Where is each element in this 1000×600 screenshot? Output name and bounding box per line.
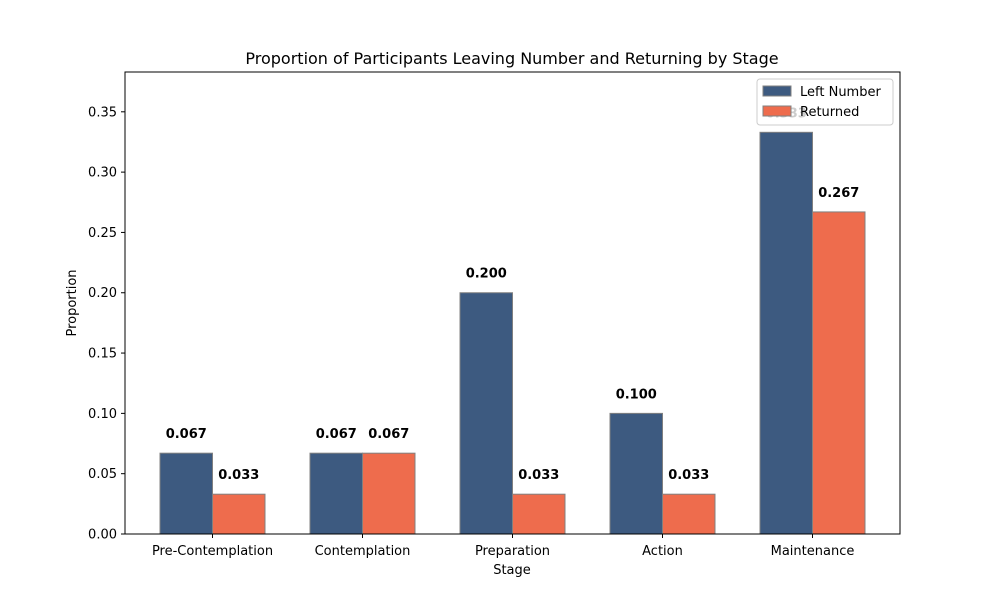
- x-tick-label: Contemplation: [315, 544, 411, 559]
- bar-left-number-3: [609, 412, 663, 535]
- y-tick-label: 0.35: [88, 105, 117, 120]
- bar-left-number-4: [759, 131, 813, 535]
- x-tick-label: Preparation: [475, 544, 550, 559]
- y-tick-label: 0.30: [88, 166, 117, 181]
- bar-left-number-2: [459, 292, 513, 535]
- bar-returned-1: [362, 452, 416, 535]
- x-axis-label: Stage: [493, 563, 531, 578]
- bar-returned-2: [512, 493, 566, 535]
- data-label: 0.200: [466, 267, 507, 282]
- y-tick-label: 0.20: [88, 286, 117, 301]
- bar-left-number-1: [309, 452, 363, 535]
- x-axis: Pre-Contemplation Contemplation Preparatio…: [152, 534, 854, 559]
- data-label: 0.067: [166, 427, 207, 442]
- y-axis: 0.00 0.05 0.10 0.15 0.20 0.25 0.30 0.35: [88, 105, 125, 543]
- data-label: 0.267: [818, 186, 859, 201]
- y-axis-label: Proportion: [65, 269, 80, 336]
- chart-title: Proportion of Participants Leaving Numbe…: [245, 49, 778, 68]
- y-tick-label: 0.15: [88, 347, 117, 362]
- y-tick-label: 0.05: [88, 467, 117, 482]
- legend-label: Returned: [800, 105, 859, 120]
- x-tick-label: Maintenance: [771, 544, 855, 559]
- data-label: 0.067: [368, 427, 409, 442]
- data-label: 0.100: [616, 387, 657, 402]
- legend-swatch: [762, 105, 792, 117]
- y-tick-label: 0.25: [88, 226, 117, 241]
- bar-returned-3: [662, 493, 716, 535]
- y-tick-label: 0.00: [88, 528, 117, 543]
- data-label: 0.033: [218, 468, 259, 483]
- x-tick-label: Pre-Contemplation: [152, 544, 273, 559]
- legend: Left Number Returned: [756, 78, 894, 126]
- legend-label: Left Number: [800, 85, 881, 100]
- y-tick-label: 0.10: [88, 407, 117, 422]
- x-tick-label: Action: [642, 544, 683, 559]
- bar-returned-0: [212, 493, 266, 535]
- data-label: 0.033: [668, 468, 709, 483]
- plot-bars: [159, 131, 866, 535]
- data-label: 0.067: [316, 427, 357, 442]
- data-label: 0.033: [518, 468, 559, 483]
- bar-left-number-0: [159, 452, 213, 535]
- legend-swatch: [762, 85, 792, 97]
- bar-returned-4: [812, 211, 866, 535]
